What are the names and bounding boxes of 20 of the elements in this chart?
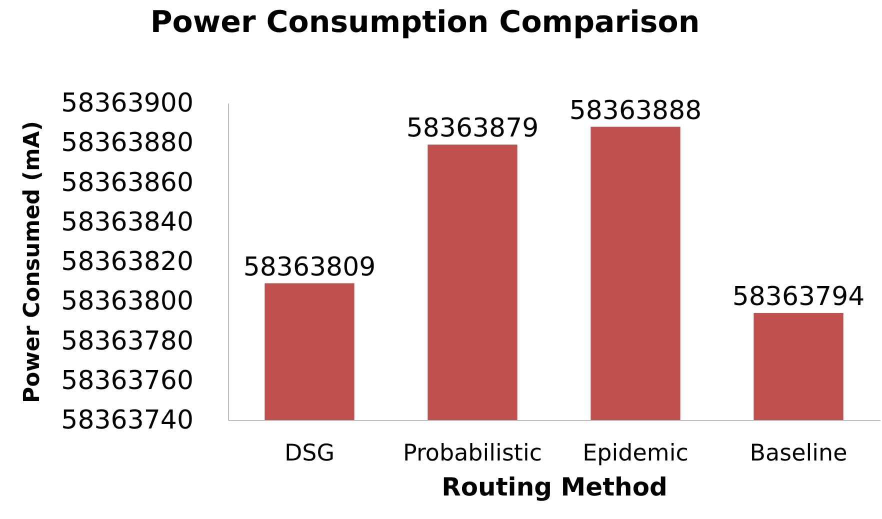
x-tick-label: Epidemic xyxy=(582,440,688,466)
y-tick-label: 58363880 xyxy=(61,128,194,158)
data-label: 58363809 xyxy=(243,252,376,282)
x-tick-label: Probabilistic xyxy=(403,440,542,466)
y-axis-title: Power Consumed (mA) xyxy=(20,121,46,403)
x-tick-label: Baseline xyxy=(750,440,848,466)
y-tick-label: 58363840 xyxy=(61,207,194,238)
data-label: 58363879 xyxy=(406,114,539,144)
x-tick-label: DSG xyxy=(284,440,335,466)
y-tick-label: 58363740 xyxy=(61,406,194,436)
y-tick-label: 58363760 xyxy=(61,366,194,396)
y-tick-label: 58363780 xyxy=(61,326,194,356)
x-axis-title: Routing Method xyxy=(442,472,668,502)
y-tick-label: 58363800 xyxy=(61,286,194,317)
y-tick-label: 58363900 xyxy=(61,88,194,118)
y-tick-label: 58363860 xyxy=(61,168,194,198)
data-label: 58363794 xyxy=(732,282,865,312)
chart-title: Power Consumption Comparison xyxy=(150,5,700,40)
y-tick-label: 58363820 xyxy=(61,247,194,277)
data-label: 58363888 xyxy=(569,96,702,126)
